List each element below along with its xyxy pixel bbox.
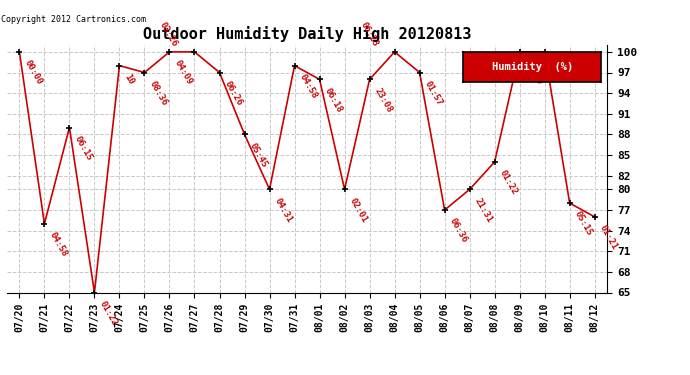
Text: 08:36: 08:36 (148, 80, 168, 107)
Text: 01:22: 01:22 (97, 299, 119, 327)
Text: 05:15: 05:15 (573, 210, 594, 238)
Text: 06:23: 06:23 (358, 21, 380, 48)
Text: 03:26: 03:26 (158, 21, 179, 48)
Text: 15:09: 15:09 (522, 59, 544, 87)
Text: 06:18: 06:18 (322, 86, 344, 114)
Text: 04:58: 04:58 (297, 72, 319, 100)
Text: 01:57: 01:57 (422, 80, 444, 107)
Text: 02:01: 02:01 (348, 196, 368, 224)
Text: 06:15: 06:15 (72, 134, 94, 162)
Text: 06:36: 06:36 (448, 217, 469, 244)
Text: 06:26: 06:26 (222, 80, 244, 107)
Text: 04:58: 04:58 (48, 231, 68, 258)
Text: Copyright 2012 Cartronics.com: Copyright 2012 Cartronics.com (1, 15, 146, 24)
Text: 23:08: 23:08 (373, 86, 394, 114)
Text: 04:09: 04:09 (172, 59, 194, 87)
Title: Outdoor Humidity Daily High 20120813: Outdoor Humidity Daily High 20120813 (143, 27, 471, 42)
Text: 01:21: 01:21 (598, 224, 619, 252)
Text: 05:45: 05:45 (248, 141, 268, 169)
Text: 01:22: 01:22 (497, 169, 519, 196)
Text: 10: 10 (122, 72, 136, 86)
Text: 04:31: 04:31 (273, 196, 294, 224)
Text: 21:31: 21:31 (473, 196, 494, 224)
Text: 00:00: 00:00 (22, 59, 43, 87)
